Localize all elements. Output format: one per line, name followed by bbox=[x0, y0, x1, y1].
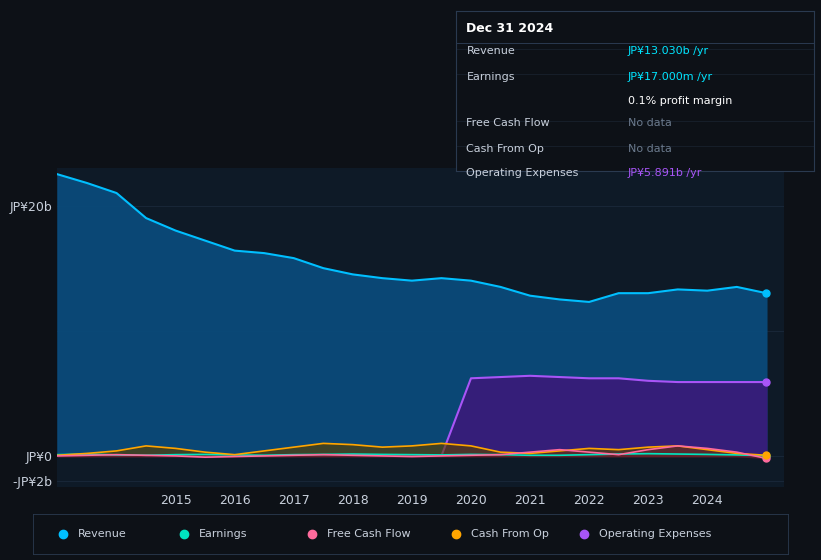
Text: JP¥5.891b /yr: JP¥5.891b /yr bbox=[628, 167, 702, 178]
Text: Dec 31 2024: Dec 31 2024 bbox=[466, 22, 553, 35]
Text: Cash From Op: Cash From Op bbox=[466, 144, 544, 153]
Text: Earnings: Earnings bbox=[466, 72, 515, 82]
Text: Revenue: Revenue bbox=[78, 529, 127, 539]
Text: Operating Expenses: Operating Expenses bbox=[599, 529, 712, 539]
Text: 0.1% profit margin: 0.1% profit margin bbox=[628, 96, 732, 106]
Text: No data: No data bbox=[628, 144, 672, 153]
Text: Revenue: Revenue bbox=[466, 46, 515, 57]
Text: Free Cash Flow: Free Cash Flow bbox=[466, 118, 550, 128]
Text: JP¥17.000m /yr: JP¥17.000m /yr bbox=[628, 72, 713, 82]
Text: Operating Expenses: Operating Expenses bbox=[466, 167, 579, 178]
Text: Cash From Op: Cash From Op bbox=[471, 529, 548, 539]
Text: JP¥13.030b /yr: JP¥13.030b /yr bbox=[628, 46, 709, 57]
Text: Free Cash Flow: Free Cash Flow bbox=[328, 529, 411, 539]
Text: No data: No data bbox=[628, 118, 672, 128]
Text: Earnings: Earnings bbox=[199, 529, 247, 539]
